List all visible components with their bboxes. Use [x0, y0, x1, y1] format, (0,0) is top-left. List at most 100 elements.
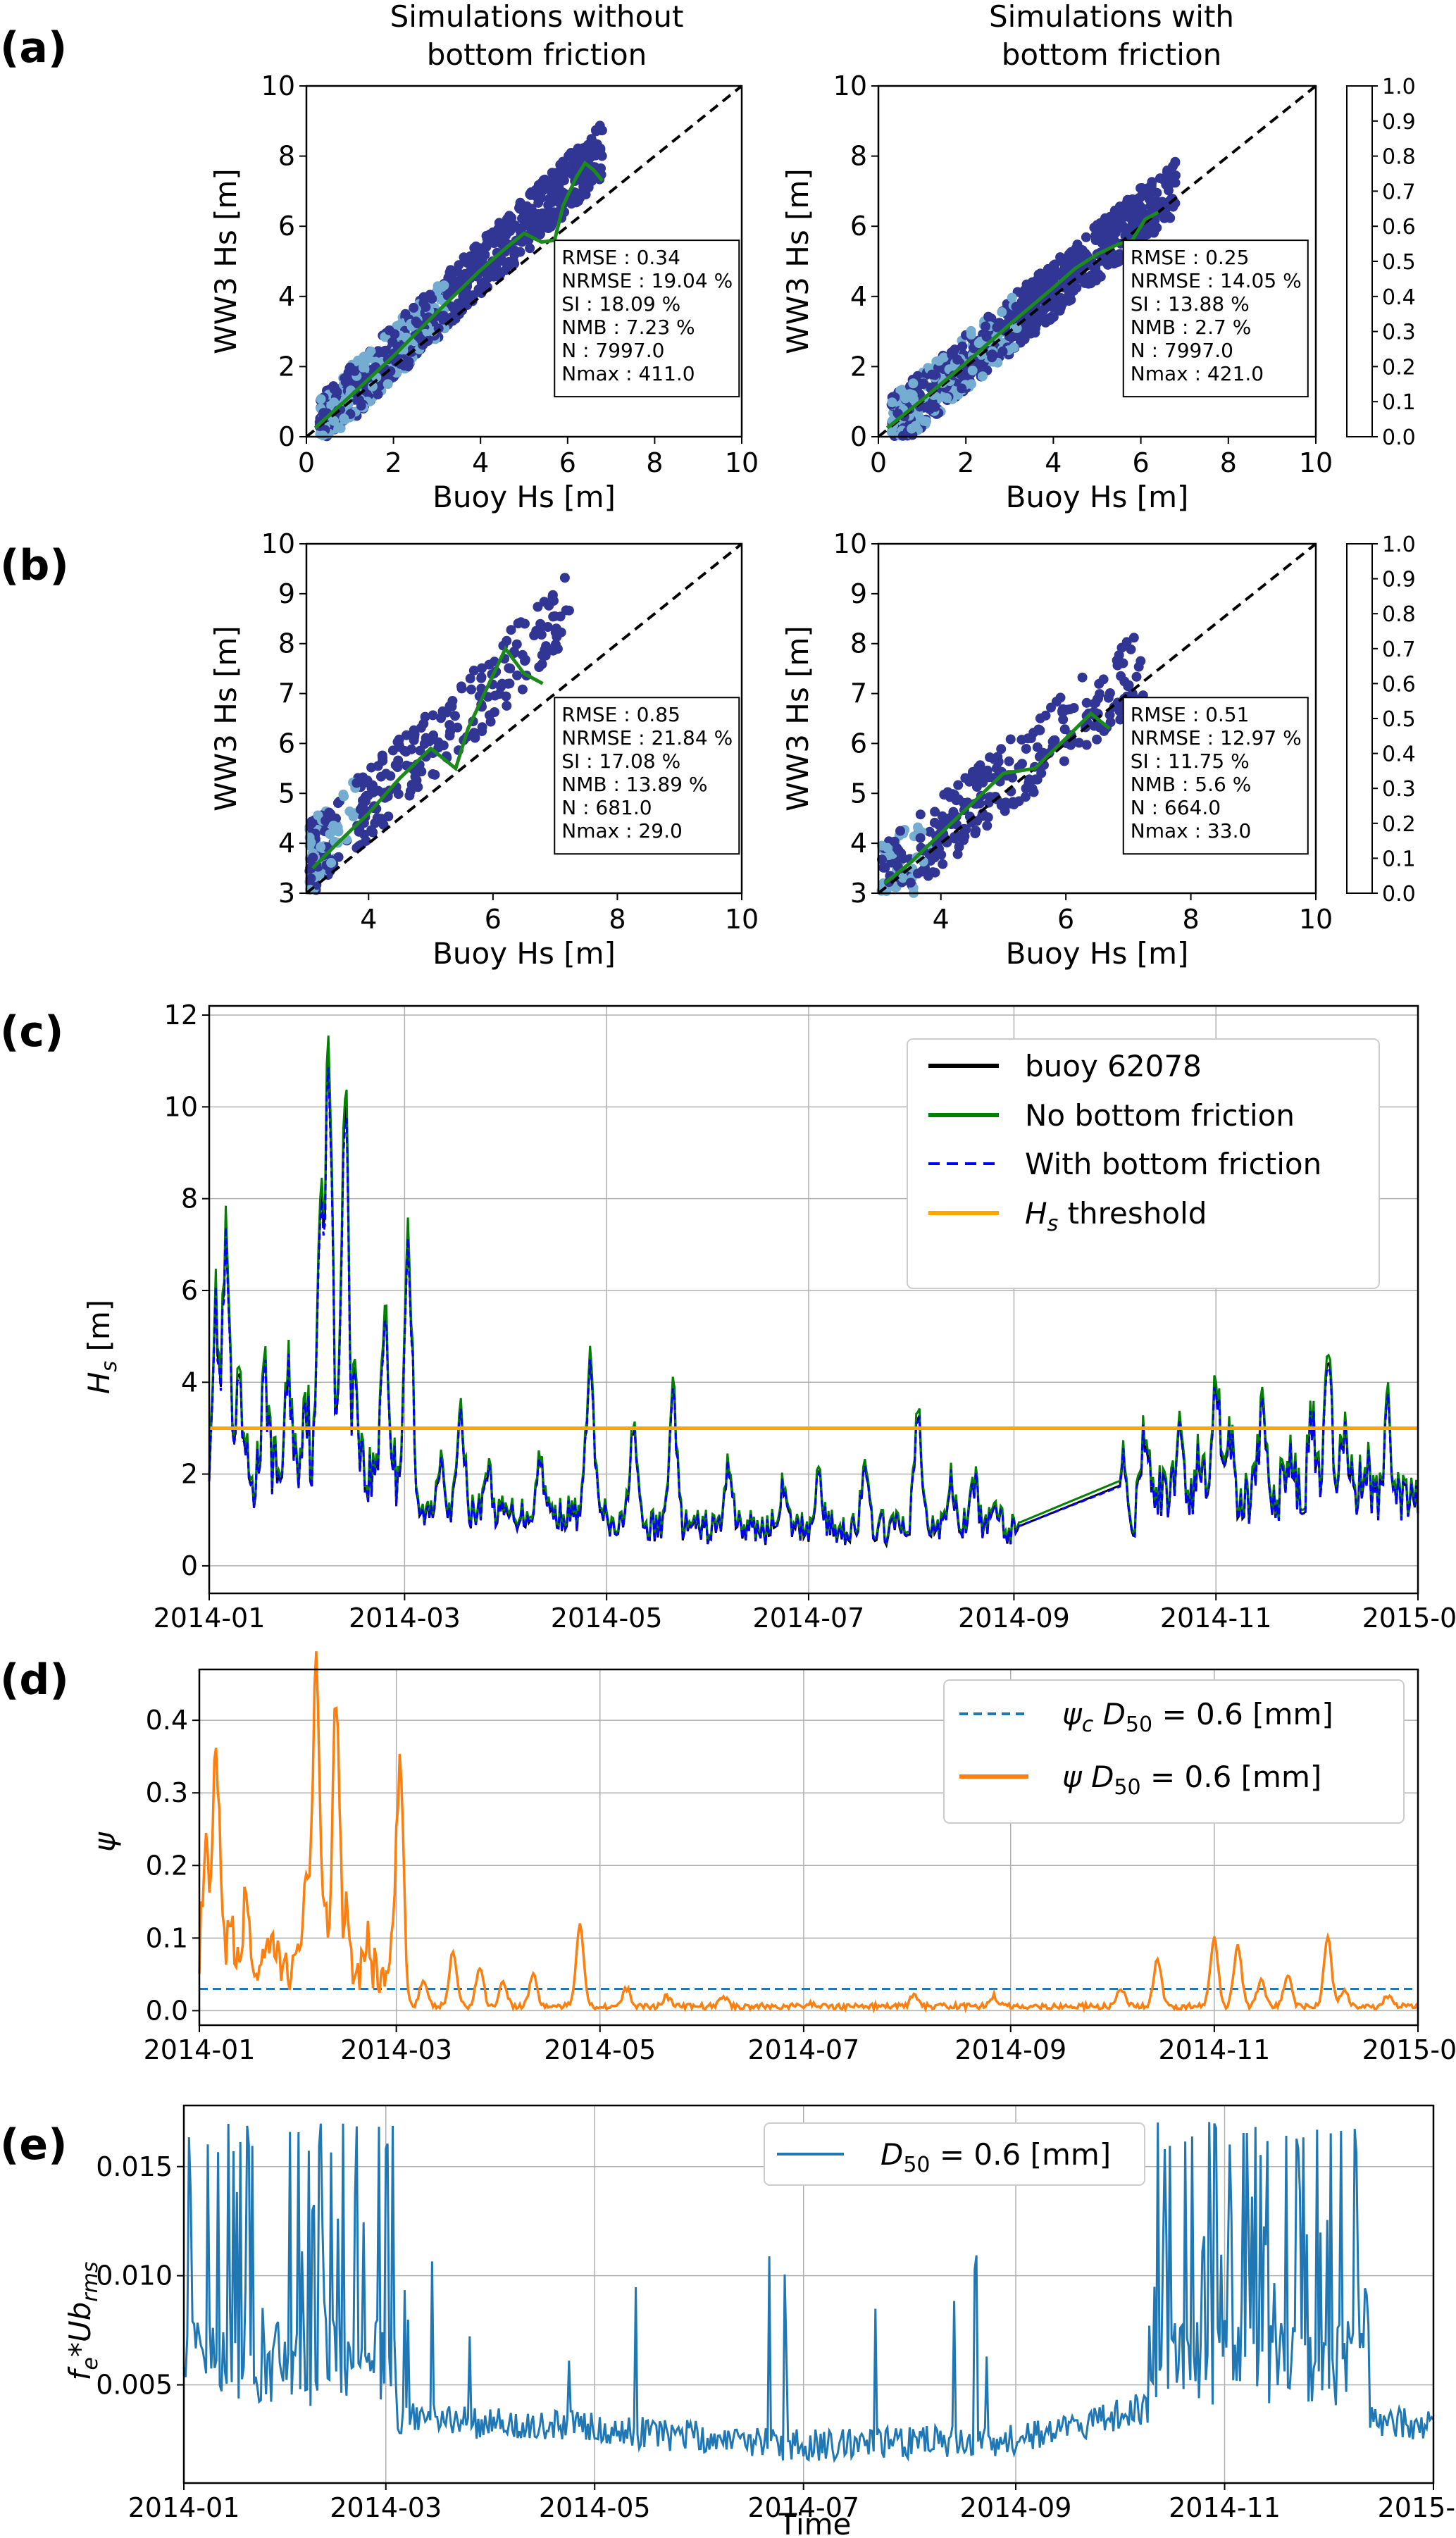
- scatter-point: [924, 404, 935, 414]
- colorbar-tick-label: 0.2: [1382, 812, 1416, 837]
- scatter-point: [1109, 702, 1119, 712]
- scatter-point: [548, 172, 559, 182]
- scatter-point: [1059, 724, 1070, 735]
- scatter-point: [1102, 259, 1113, 270]
- axes-frame: [305, 85, 743, 438]
- scatter-point: [508, 255, 518, 266]
- scatter-point: [1058, 714, 1069, 725]
- stats-line: Nmax : 421.0: [1131, 362, 1264, 385]
- scatter-point: [587, 136, 597, 147]
- scatter-point: [930, 370, 940, 380]
- scatter-point: [1116, 671, 1126, 681]
- y-tick-label: 2: [181, 1459, 198, 1490]
- stats-line: NMB : 2.7 %: [1131, 316, 1252, 339]
- x-tick-label: 2015-01: [1378, 2492, 1456, 2523]
- scatter-point: [529, 630, 540, 640]
- y-tick-label: 8: [850, 141, 867, 172]
- scatter-point: [895, 385, 906, 396]
- scatter-point: [989, 754, 1000, 764]
- x-tick-label: 2014-01: [154, 1603, 266, 1634]
- scatter-point: [329, 397, 340, 408]
- col-title-right-line1: Simulations with: [989, 0, 1234, 34]
- x-tick-label: 2014-11: [1158, 2034, 1270, 2065]
- scatter-point: [462, 258, 473, 268]
- scatter-point: [919, 379, 929, 390]
- scatter-point: [1028, 728, 1039, 738]
- scatter-point: [393, 755, 404, 766]
- x-tick-label: 2014-03: [330, 2492, 442, 2523]
- legend-label-psi: ψ D50 = 0.6 [mm]: [1062, 1760, 1321, 1800]
- scatter-point: [444, 720, 455, 730]
- scatter-point: [1030, 328, 1040, 338]
- x-tick-label: 10: [725, 904, 759, 935]
- scatter-point: [383, 811, 394, 822]
- scatter-point: [981, 332, 992, 342]
- y-tick-label: 4: [181, 1367, 198, 1398]
- scatter-point: [419, 739, 430, 749]
- scatter-point: [1150, 197, 1161, 208]
- scatter-point: [997, 307, 1007, 318]
- scatter-point: [1081, 740, 1092, 750]
- y-tick-label: 8: [278, 628, 295, 659]
- scatter-point: [496, 682, 506, 692]
- colorbar-tick-label: 0.2: [1382, 355, 1416, 380]
- y-tick-label: 10: [164, 1091, 198, 1122]
- scatter-point: [1043, 270, 1053, 280]
- scatter-point: [1089, 223, 1100, 233]
- panel-label-d: (d): [0, 1655, 69, 1705]
- scatter-point: [326, 857, 337, 868]
- scatter-point: [1098, 674, 1109, 685]
- scatter-point: [987, 349, 997, 360]
- y-tick-label: 6: [850, 728, 867, 759]
- stats-line: RMSE : 0.85: [561, 703, 680, 726]
- x-tick-label: 2014-11: [1160, 1603, 1272, 1634]
- scatter-point: [1100, 213, 1110, 223]
- x-tick-label: 2014-05: [539, 2492, 651, 2523]
- y-tick-label: 0: [181, 1550, 198, 1581]
- psi-ylabel: ψ: [87, 1831, 122, 1852]
- scatter-point: [308, 852, 318, 863]
- scatter-point: [433, 742, 444, 753]
- scatter-point: [1046, 311, 1057, 322]
- colorbar-tick-label: 0.4: [1382, 742, 1416, 767]
- scatter-point: [970, 828, 981, 839]
- col-title-left-line1: Simulations without: [390, 0, 684, 34]
- stats-line: NMB : 5.6 %: [1131, 773, 1252, 796]
- colorbar-tick-label: 0.0: [1382, 882, 1416, 907]
- scatter-point: [465, 673, 475, 684]
- y-tick-label: 8: [181, 1183, 198, 1214]
- stats-line: NRMSE : 21.84 %: [561, 726, 733, 749]
- y-tick-label: 0: [278, 421, 295, 452]
- scatter-point: [893, 845, 904, 855]
- x-tick-label: 2015-01: [1362, 2034, 1456, 2065]
- scatter-point: [402, 730, 411, 740]
- scatter-point: [387, 337, 398, 347]
- scatter-point: [339, 413, 349, 424]
- x-tick-label: 6: [485, 904, 502, 935]
- colorbar-tick-label: 0.8: [1382, 602, 1416, 627]
- axes-frame: [877, 85, 1317, 438]
- scatter-point: [509, 245, 520, 256]
- scatter-point: [476, 288, 487, 299]
- stats-line: Nmax : 411.0: [561, 362, 695, 385]
- scatter-point: [966, 330, 976, 340]
- stats-line: N : 664.0: [1131, 796, 1221, 819]
- scatter-point: [332, 798, 343, 808]
- scatter-point: [477, 663, 487, 673]
- scatter-point: [1121, 211, 1132, 222]
- scatter-point: [1095, 271, 1106, 282]
- scatter-point: [910, 421, 921, 431]
- fe-legend: D50 = 0.6 [mm]: [764, 2122, 1145, 2186]
- series-psi: [198, 1651, 1419, 2014]
- y-tick-label: 3: [850, 878, 867, 909]
- scatter-point: [1017, 289, 1028, 299]
- y-tick-label: 5: [850, 778, 867, 809]
- stats-line: SI : 18.09 %: [561, 292, 680, 316]
- y-axis-label: WW3 Hs [m]: [209, 626, 243, 811]
- scatter-point: [305, 863, 316, 873]
- series-with-friction: [208, 1067, 1419, 1548]
- scatter-point: [996, 800, 1007, 811]
- scatter-point: [401, 747, 411, 757]
- scatter-point: [992, 322, 1002, 332]
